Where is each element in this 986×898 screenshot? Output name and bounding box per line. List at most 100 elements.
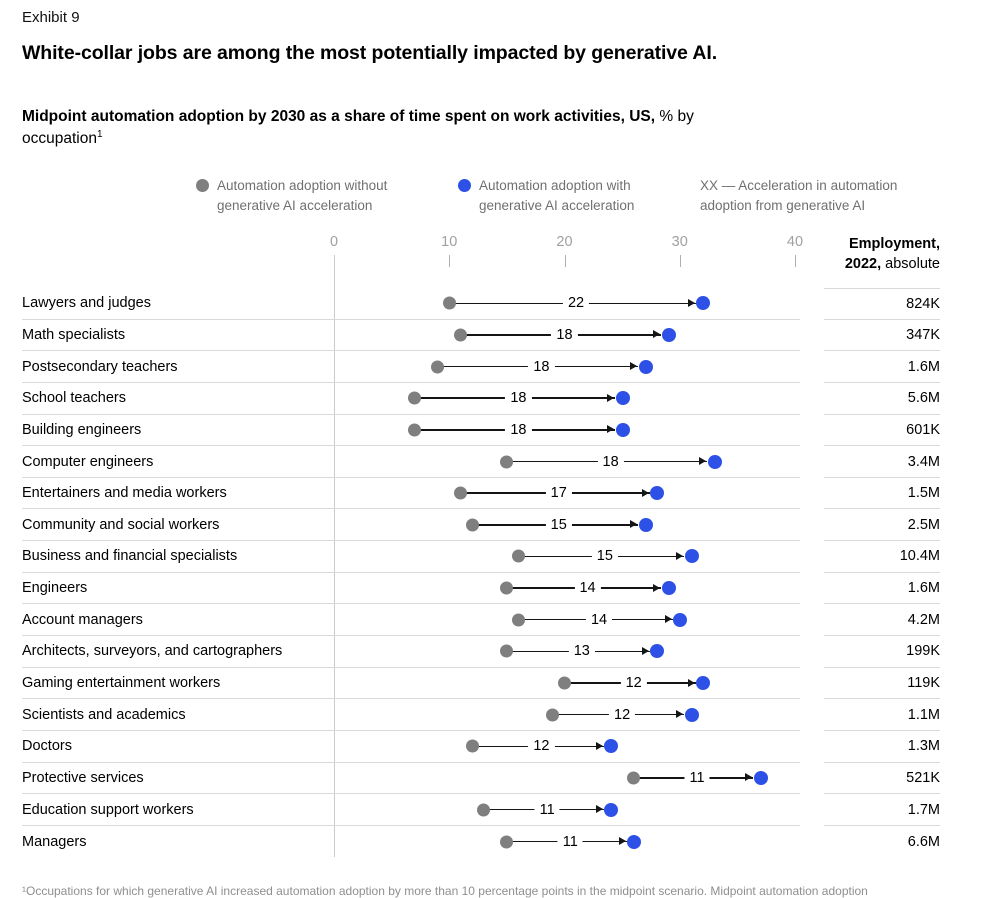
row-main: Managers 11 bbox=[22, 826, 800, 858]
employment-cell: 4.2M bbox=[800, 604, 986, 637]
axis-tick-mark bbox=[564, 255, 566, 267]
occupation-label: Lawyers and judges bbox=[22, 295, 151, 312]
occupation-label: Architects, surveyors, and cartographers bbox=[22, 643, 283, 660]
employment-value: 5.6M bbox=[824, 383, 940, 415]
occupation-label: Building engineers bbox=[22, 421, 142, 438]
employment-cell: 1.7M bbox=[800, 794, 986, 826]
with-dot bbox=[696, 676, 711, 690]
employment-cell: 3.4M bbox=[800, 446, 986, 478]
employment-cell: 5.6M bbox=[800, 383, 986, 415]
occupation-label: Postsecondary teachers bbox=[22, 358, 178, 375]
row-main: Community and social workers 15 bbox=[22, 509, 800, 542]
arrow-head-icon bbox=[687, 678, 695, 687]
row-main: Postsecondary teachers 18 bbox=[22, 351, 800, 383]
footnote: ¹Occupations for which generative AI inc… bbox=[22, 884, 868, 898]
acceleration-value: 13 bbox=[568, 643, 595, 660]
arrow-head-icon bbox=[641, 488, 649, 497]
acceleration-value: 18 bbox=[551, 326, 578, 343]
without-dot bbox=[454, 486, 468, 500]
without-dot bbox=[627, 771, 641, 785]
acceleration-value: 11 bbox=[557, 833, 583, 850]
employment-value: 1.5M bbox=[824, 478, 940, 510]
subtitle-footnote-marker: 1 bbox=[96, 129, 103, 141]
employment-cell: 1.6M bbox=[800, 573, 986, 605]
row-main: Education support workers 11 bbox=[22, 794, 800, 826]
acceleration-value: 14 bbox=[574, 580, 601, 597]
employment-value: 6.6M bbox=[907, 833, 940, 850]
legend-label-with: Automation adoption with generative AI a… bbox=[479, 178, 635, 214]
occupation-label: Math specialists bbox=[22, 326, 126, 343]
employment-cell: 199K bbox=[800, 636, 986, 668]
without-dot bbox=[465, 739, 479, 753]
without-dot bbox=[558, 676, 571, 690]
table-row: Building engineers 18 601K bbox=[0, 415, 986, 447]
arrow-head-icon bbox=[607, 393, 615, 402]
axis-zero-line bbox=[334, 255, 335, 857]
with-dot bbox=[661, 581, 676, 596]
employment-cell: 2.5M bbox=[800, 509, 986, 542]
arrow-head-icon bbox=[699, 457, 707, 466]
arrow-head-icon bbox=[607, 425, 615, 434]
row-main: Building engineers 18 bbox=[22, 415, 800, 447]
occupation-label: School teachers bbox=[22, 390, 126, 407]
employment-cell: 10.4M bbox=[800, 541, 986, 573]
axis-spacer bbox=[22, 234, 334, 288]
employment-cell: 1.3M bbox=[800, 731, 986, 763]
occupation-label: Entertainers and media workers bbox=[22, 485, 227, 502]
without-dot bbox=[465, 518, 479, 532]
row-chart-cell: 12 bbox=[334, 731, 800, 762]
employment-cell: 119K bbox=[800, 668, 986, 700]
acceleration-value: 18 bbox=[505, 390, 532, 407]
row-chart-cell: 18 bbox=[334, 415, 800, 446]
row-main: Scientists and academics 12 bbox=[22, 699, 800, 731]
with-dot bbox=[696, 296, 711, 311]
employment-header-line1: Employment, bbox=[848, 236, 940, 252]
blue-dot-icon bbox=[458, 179, 471, 192]
without-dot bbox=[511, 549, 525, 563]
employment-value: 1.1M bbox=[824, 699, 940, 731]
arrow-head-icon bbox=[630, 362, 638, 371]
row-chart-cell: 18 bbox=[334, 446, 800, 477]
with-dot bbox=[604, 802, 619, 817]
table-row: Managers 11 6.6M bbox=[0, 826, 986, 858]
employment-value: 199K bbox=[824, 636, 940, 668]
row-main: Entertainers and media workers 17 bbox=[22, 478, 800, 510]
axis-ticks: 0 10 20 30 40 bbox=[330, 234, 803, 288]
employment-cell: 1.1M bbox=[800, 699, 986, 731]
occupation-label: Engineers bbox=[22, 580, 88, 597]
arrow-head-icon bbox=[676, 551, 684, 560]
legend-label-without: Automation adoption without generative A… bbox=[217, 178, 388, 214]
row-main: Account managers 14 bbox=[22, 604, 800, 637]
arrow-head-icon bbox=[676, 710, 684, 719]
without-dot bbox=[408, 391, 422, 405]
without-dot bbox=[500, 581, 514, 595]
row-main: Computer engineers 18 bbox=[22, 446, 800, 478]
table-row: Computer engineers 18 3.4M bbox=[0, 446, 986, 478]
row-main: School teachers 18 bbox=[22, 383, 800, 415]
arrow-head-icon bbox=[595, 741, 603, 750]
row-main: Gaming entertainment workers 12 bbox=[22, 668, 800, 700]
chart-subtitle-normal-2: occupation bbox=[22, 130, 97, 148]
row-chart-cell: 18 bbox=[334, 351, 800, 382]
row-chart-cell: 15 bbox=[334, 541, 800, 572]
without-dot bbox=[431, 360, 445, 374]
employment-value: 1.3M bbox=[824, 731, 940, 763]
employment-value: 1.6M bbox=[824, 351, 940, 383]
employment-header-line2-normal: absolute bbox=[881, 256, 940, 273]
occupation-label: Managers bbox=[22, 833, 87, 850]
table-row: Postsecondary teachers 18 1.6M bbox=[0, 351, 986, 383]
acceleration-value: 12 bbox=[620, 675, 647, 691]
axis-tick-label: 10 bbox=[441, 234, 458, 250]
with-dot bbox=[650, 486, 665, 501]
acceleration-value: 12 bbox=[528, 738, 555, 755]
table-row: Math specialists 18 347K bbox=[0, 320, 986, 352]
without-dot bbox=[500, 835, 514, 849]
employment-value: 1.6M bbox=[824, 573, 940, 605]
acceleration-value: 22 bbox=[562, 295, 590, 312]
table-row: Lawyers and judges 22 824K bbox=[0, 288, 986, 320]
with-dot bbox=[615, 422, 630, 437]
employment-value: 1.7M bbox=[824, 794, 940, 826]
employment-cell: 521K bbox=[800, 763, 986, 795]
acceleration-value: 11 bbox=[534, 801, 560, 818]
axis-tick-label: 30 bbox=[671, 234, 688, 250]
